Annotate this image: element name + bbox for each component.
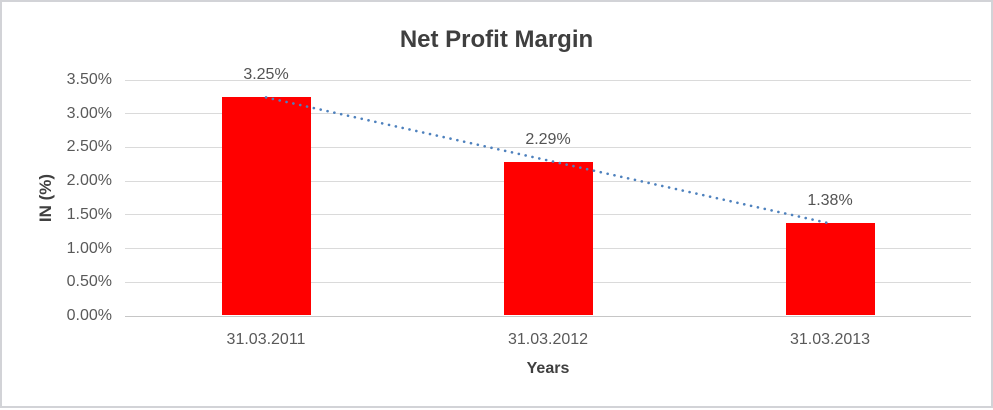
x-tick-label: 31.03.2013 (789, 331, 871, 348)
data-label: 2.29% (525, 130, 571, 148)
x-axis-title[interactable]: Years (526, 360, 570, 377)
x-tick-label: 31.03.2012 (507, 331, 589, 348)
y-tick-label: 3.00% (66, 104, 112, 122)
y-tick-label: 1.00% (66, 239, 112, 257)
y-tick-label: 2.00% (66, 172, 112, 190)
x-tick-label: 31.03.2011 (226, 331, 306, 348)
y-tick-label: 0.50% (66, 273, 112, 291)
y-tick-label: 0.00% (66, 307, 112, 324)
y-tick-label: 3.50% (66, 71, 112, 88)
y-tick-label: 1.50% (66, 205, 112, 223)
bar-31.03.2012[interactable] (503, 161, 593, 315)
chart-title[interactable]: Net Profit Margin (399, 26, 594, 53)
y-tick-label: 2.50% (66, 138, 112, 156)
y-gridline (125, 79, 971, 81)
bar-31.03.2011[interactable] (221, 96, 311, 315)
data-label: 3.25% (243, 65, 289, 83)
data-label: 1.38% (807, 191, 853, 209)
bar-31.03.2013[interactable] (785, 222, 875, 315)
x-axis-line (125, 315, 971, 317)
